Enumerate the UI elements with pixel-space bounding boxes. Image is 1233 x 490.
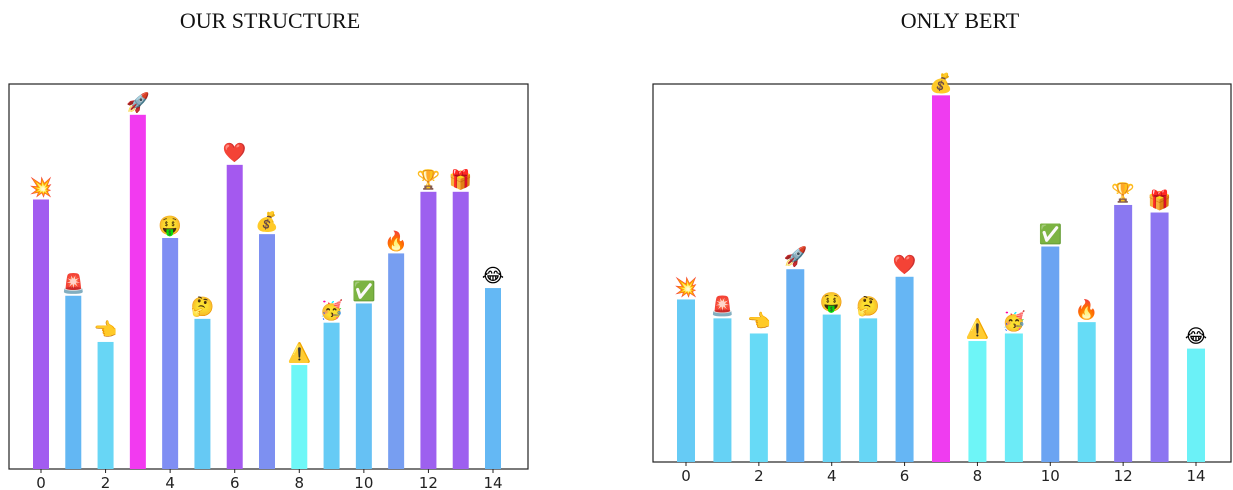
bar-emoji-7: 💰	[255, 210, 279, 233]
bar-3	[786, 269, 805, 462]
bar-emoji-2: 👈	[94, 319, 118, 341]
bar-emoji-8: ⚠️	[966, 317, 990, 340]
bar-12	[420, 191, 437, 470]
bar-emoji-11: 🔥	[1075, 298, 1099, 321]
x-tick-label: 14	[1186, 467, 1205, 485]
bar-emoji-1: 🚨	[61, 272, 85, 295]
bar-emoji-1: 🚨	[711, 294, 735, 317]
bar-emoji-13: 🎁	[449, 168, 473, 191]
chart-title-our-structure: OUR STRUCTURE	[179, 8, 361, 33]
bar-5	[194, 318, 211, 469]
bar-9	[323, 322, 340, 469]
bar-7	[259, 234, 275, 469]
chart-right: 💥 🚨 👈 🚀 🤑 🤔 ❤️ 💰 ⚠️ 🥳 ✅ 🔥 🏆 🎁 😂 0 2 4 6 8 10 12 14	[652, 71, 1232, 485]
bar-emoji-8: ⚠️	[287, 341, 311, 364]
bar-11	[1077, 322, 1096, 462]
bar-10	[1041, 246, 1060, 462]
bar-emoji-11: 🔥	[384, 229, 408, 252]
x-tick-label: 14	[483, 474, 502, 490]
bar-emoji-12: 🏆	[417, 168, 441, 191]
bar-6	[895, 276, 914, 462]
x-tick-label: 12	[1114, 467, 1133, 485]
bar-emoji-14: 😂	[1185, 326, 1207, 348]
x-tick-label: 2	[754, 467, 764, 485]
x-tick-label: 6	[230, 474, 240, 490]
bar-12	[1114, 204, 1133, 462]
chart-title-only-bert: ONLY BERT	[900, 8, 1020, 33]
bar-emoji-13: 🎁	[1148, 189, 1172, 212]
bar-emoji-4: 🤑	[820, 292, 844, 314]
bar-8	[291, 365, 308, 469]
bar-8	[968, 341, 987, 462]
bar-emoji-4: 🤑	[158, 215, 182, 237]
bar-emoji-3: 🚀	[783, 245, 807, 268]
bar-4	[822, 314, 841, 462]
bar-14	[1187, 348, 1205, 462]
bar-emoji-9: 🥳	[1002, 309, 1026, 332]
bar-0	[677, 299, 695, 462]
bar-emoji-5: 🤔	[191, 296, 215, 318]
x-tick-label: 8	[295, 474, 305, 490]
bar-emoji-12: 🏆	[1111, 181, 1135, 204]
bar-emoji-9: 🥳	[320, 299, 344, 322]
bar-emoji-6: ❤️	[893, 254, 917, 276]
bar-emoji-5: 🤔	[856, 295, 880, 317]
bar-6	[226, 164, 243, 469]
bar-10	[355, 303, 372, 469]
bar-emoji-10: ✅	[352, 279, 376, 302]
bar-2	[97, 341, 114, 469]
x-tick-label: 4	[827, 467, 837, 485]
bar-13	[452, 191, 469, 470]
chart-left: 💥 🚨 👈 🚀 🤑 🤔 ❤️ 💰 ⚠️ 🥳 ✅ 🔥 🏆 🎁 😂 0 2 4 6 8 10 12 14	[8, 83, 529, 490]
bar-5	[859, 318, 878, 462]
bar-0	[33, 199, 49, 469]
bar-1	[713, 318, 732, 462]
bar-3	[129, 114, 146, 470]
bar-14	[485, 288, 501, 469]
bar-emoji-2: 👈	[747, 310, 771, 332]
bar-2	[749, 333, 768, 462]
x-tick-label: 8	[973, 467, 983, 485]
x-tick-label: 6	[900, 467, 910, 485]
bar-emoji-7: 💰	[929, 71, 953, 94]
bar-emoji-3: 🚀	[126, 91, 150, 114]
bar-4	[162, 238, 179, 469]
bar-emoji-6: ❤️	[223, 142, 247, 164]
x-tick-label: 10	[354, 474, 373, 490]
bar-1	[65, 295, 82, 469]
x-tick-label: 0	[681, 467, 691, 485]
bar-emoji-10: ✅	[1038, 223, 1062, 246]
x-tick-label: 0	[36, 474, 46, 490]
x-tick-label: 2	[101, 474, 111, 490]
bar-emoji-0: 💥	[29, 176, 53, 199]
bar-9	[1004, 333, 1023, 462]
x-tick-label: 10	[1041, 467, 1060, 485]
x-tick-label: 4	[165, 474, 175, 490]
x-tick-label: 12	[419, 474, 438, 490]
bar-7	[932, 95, 950, 462]
bar-emoji-0: 💥	[674, 275, 698, 298]
bar-13	[1150, 212, 1169, 462]
bar-emoji-14: 😂	[482, 265, 504, 287]
bar-11	[388, 253, 405, 469]
